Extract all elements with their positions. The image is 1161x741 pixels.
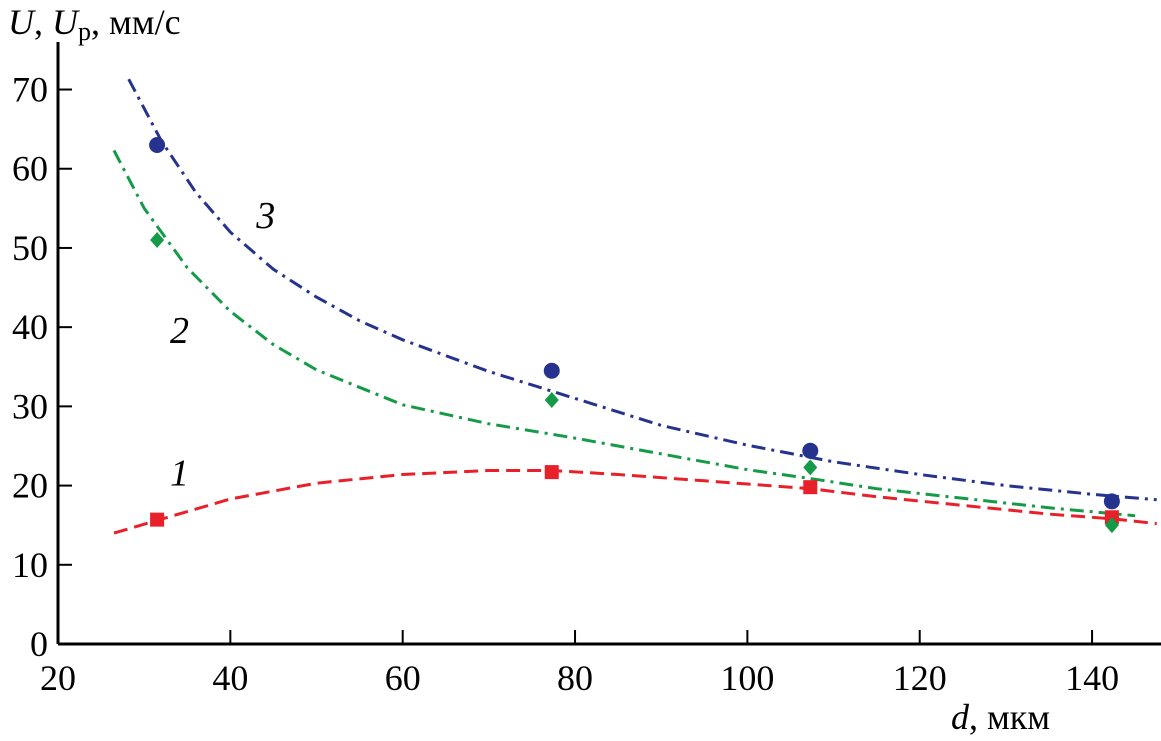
curve-1-label: 1 [170, 453, 189, 495]
x-tick-label: 140 [1065, 658, 1119, 698]
y-axis-var: U [8, 2, 36, 42]
curve-3-point [149, 136, 166, 153]
y-tick-label: 50 [12, 228, 48, 268]
y-tick-label: 20 [12, 466, 48, 506]
curve-2-label: 2 [170, 310, 189, 352]
curve-1-point [803, 480, 818, 495]
curves [112, 78, 1157, 535]
curve-3-point [1103, 493, 1120, 510]
x-axis-unit: , мкм [969, 697, 1050, 737]
y-tick-label: 10 [12, 545, 48, 585]
y-tick-label: 60 [12, 149, 48, 189]
y-axis-title: U, Uр, мм/с [8, 2, 181, 46]
x-tick-label: 20 [40, 658, 76, 698]
ticks: 20 40 60 80 100 120 140 0 10 20 30 40 50 60 70 [12, 70, 1119, 698]
curve-2-point [803, 459, 818, 476]
curve-2-point [1104, 517, 1119, 534]
curve-2-line [112, 149, 1136, 518]
x-tick-label: 100 [720, 658, 774, 698]
x-tick-label: 120 [893, 658, 947, 698]
y-axis-subscript: р [78, 17, 91, 46]
curve-2-point [150, 232, 165, 249]
axes [56, 42, 1161, 646]
x-tick-label: 40 [212, 658, 248, 698]
curve-1-line [113, 469, 1157, 535]
curve-1-point [150, 512, 165, 527]
data-points [149, 136, 1120, 534]
y-tick-label: 40 [12, 307, 48, 347]
y-axis-sub-base: U [52, 2, 80, 42]
y-tick-label: 70 [12, 70, 48, 110]
y-tick-label: 30 [12, 386, 48, 426]
x-axis-title: d, мкм [951, 697, 1050, 737]
x-tick-label: 80 [557, 658, 593, 698]
y-axis-unit: , мм/с [91, 2, 181, 42]
curve-1-point [544, 465, 559, 480]
curve-3-point [543, 362, 560, 379]
x-tick-label: 60 [385, 658, 421, 698]
curve-3-line [127, 78, 1157, 502]
curve-3-point [802, 442, 819, 459]
curve-labels: 1 2 3 [170, 195, 275, 494]
curve-3-label: 3 [255, 195, 275, 237]
y-tick-label: 0 [30, 624, 48, 664]
curve-2-point [544, 392, 559, 409]
y-axis-sep: , [34, 2, 52, 42]
x-axis-var: d [951, 697, 970, 737]
